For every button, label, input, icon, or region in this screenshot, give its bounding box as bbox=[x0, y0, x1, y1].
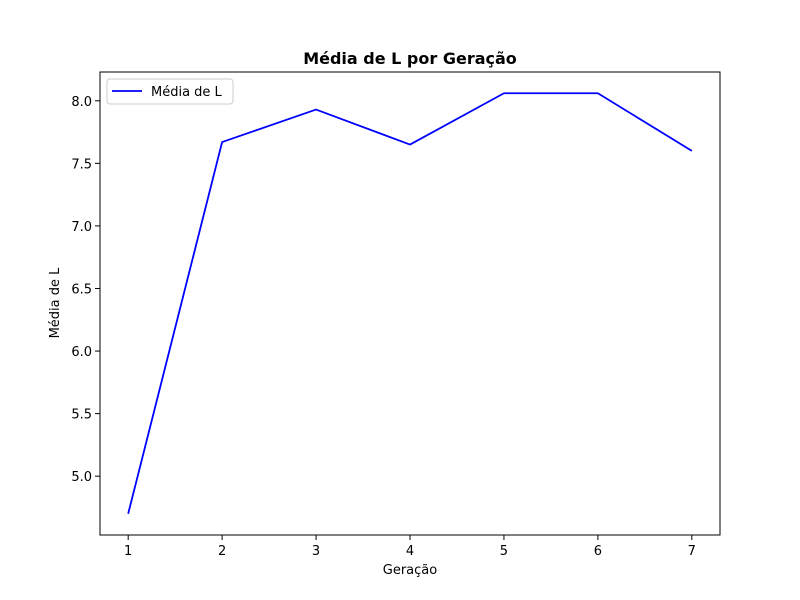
x-axis-label: Geração bbox=[383, 563, 437, 578]
y-axis-label: Média de L bbox=[48, 267, 63, 339]
x-tick-label: 2 bbox=[218, 544, 226, 559]
x-tick-label: 7 bbox=[688, 544, 696, 559]
chart-title: Média de L por Geração bbox=[303, 49, 517, 68]
x-tick-label: 6 bbox=[594, 544, 602, 559]
y-tick-label: 5.5 bbox=[71, 408, 92, 423]
plot-frame bbox=[99, 71, 721, 536]
x-tick-label: 1 bbox=[124, 544, 132, 559]
y-tick-label: 5.0 bbox=[71, 470, 92, 485]
legend-box bbox=[106, 78, 234, 105]
y-tick-label: 8.0 bbox=[71, 95, 92, 110]
x-tick-label: 3 bbox=[312, 544, 320, 559]
y-tick-label: 6.0 bbox=[71, 345, 92, 360]
x-tick-label: 5 bbox=[500, 544, 508, 559]
y-tick-label: 7.0 bbox=[71, 220, 92, 235]
legend: Média de L bbox=[106, 78, 234, 105]
legend-label: Média de L bbox=[151, 85, 223, 100]
x-tick-label: 4 bbox=[406, 544, 414, 559]
plot-area: 1 2 3 4 5 6 7 5.0 5.5 6.0 6.5 7.0 7.5 8.0 bbox=[71, 71, 721, 559]
y-tick-label: 6.5 bbox=[71, 282, 92, 297]
y-tick-label: 7.5 bbox=[71, 157, 92, 172]
series-line bbox=[127, 92, 693, 514]
